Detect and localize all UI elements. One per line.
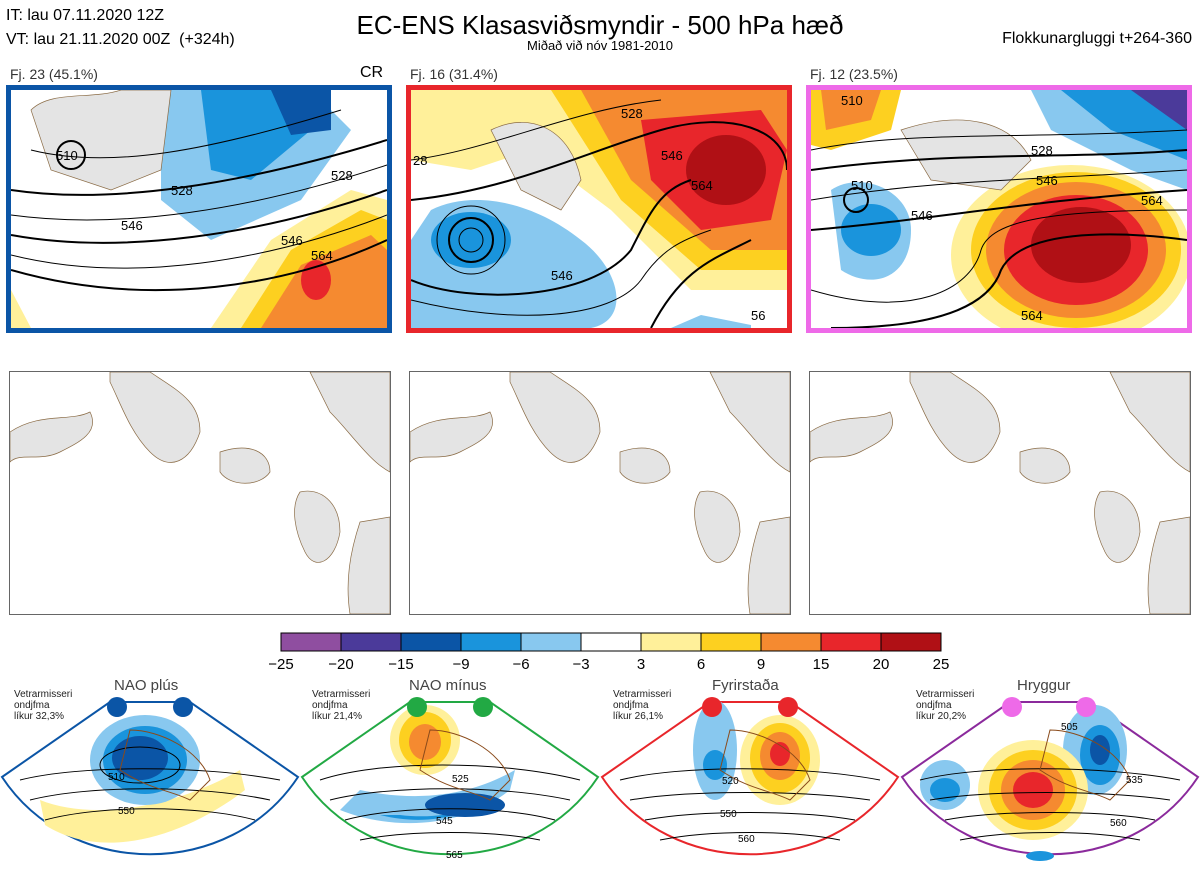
cluster-1-contour-label: 546: [121, 218, 143, 233]
cluster-2-map[interactable]: 528 28 546 564 546 56: [406, 85, 792, 333]
regime-3-title: Fyrirstaða: [712, 677, 779, 694]
cluster-3-contour-label: 528: [1031, 143, 1053, 158]
init-time: IT: lau 07.11.2020 12Z: [6, 7, 165, 24]
regime-4-contour-label: 505: [1061, 722, 1078, 733]
regime-2-note: Vetrarmisseri ondjfma líkur 21,4%: [312, 689, 371, 722]
colorbar-tick-label: 6: [696, 656, 706, 673]
colorbar-tick-label: −9: [452, 656, 470, 673]
regime-3-marker: [778, 697, 798, 717]
regime-2-marker: [473, 697, 493, 717]
base-map-2[interactable]: [409, 371, 791, 615]
regime-4-note: Vetrarmisseri ondjfma líkur 20,2%: [916, 689, 975, 722]
regime-1-title: NAO plús: [114, 677, 179, 694]
cluster-2-contour-label: 564: [691, 178, 713, 193]
colorbar-cell: [760, 632, 822, 652]
cluster-3-contour-label: 564: [1141, 193, 1163, 208]
cluster-1-label: Fj. 23 (45.1%): [10, 66, 98, 82]
regime-4-map[interactable]: 505 535 560: [900, 690, 1200, 871]
valid-time: VT: lau 21.11.2020 00Z (+324h): [6, 31, 235, 48]
regime-1-marker: [107, 697, 127, 717]
colorbar: [280, 632, 942, 652]
colorbar-cell: [520, 632, 582, 652]
cluster-3-map[interactable]: 510 528 546 564 510 546 564: [806, 85, 1192, 333]
cluster-1-contour-label: 510: [56, 148, 78, 163]
cluster-2-contour-label: 28: [413, 153, 427, 168]
colorbar-tick-label: −20: [328, 656, 354, 673]
colorbar-tick-label: 15: [812, 656, 830, 673]
regime-2-contour-label: 525: [452, 774, 469, 785]
colorbar-tick-label: −6: [512, 656, 530, 673]
colorbar-tick-label: −25: [268, 656, 294, 673]
regime-3-contour-label: 550: [720, 809, 737, 820]
colorbar-cell: [700, 632, 762, 652]
regime-1-marker: [173, 697, 193, 717]
regime-4-contour-label: 535: [1126, 775, 1143, 786]
page-title: EC-ENS Klasasviðsmyndir - 500 hPa hæð: [356, 10, 844, 40]
regime-1-contour-label: 510: [108, 772, 125, 783]
page-subtitle: Miðað við nóv 1981-2010: [527, 38, 673, 53]
regime-2-contour-label: 545: [436, 816, 453, 827]
colorbar-cell: [460, 632, 522, 652]
cluster-2-label: Fj. 16 (31.4%): [410, 66, 498, 82]
colorbar-tick-label: 3: [636, 656, 646, 673]
colorbar-cell: [640, 632, 702, 652]
colorbar-cell: [880, 632, 942, 652]
regime-2-contour-label: 565: [446, 850, 463, 861]
colorbar-tick-label: −15: [388, 656, 414, 673]
regime-3-map[interactable]: 520 550 560: [600, 690, 900, 871]
cluster-1-map[interactable]: 510 528 546 564 546 528: [6, 85, 392, 333]
colorbar-cell: [580, 632, 642, 652]
cluster-1-contour-label: 528: [331, 168, 353, 183]
regime-2-map[interactable]: 525 545 565: [300, 690, 600, 871]
colorbar-cell: [820, 632, 882, 652]
regime-1-contour-label: 550: [118, 806, 135, 817]
cluster-3-label: Fj. 12 (23.5%): [810, 66, 898, 82]
regime-4-marker: [1002, 697, 1022, 717]
regime-4-marker: [1076, 697, 1096, 717]
colorbar-tick-label: 25: [932, 656, 950, 673]
cluster-2-contour-label: 546: [661, 148, 683, 163]
colorbar-tick-label: 9: [756, 656, 766, 673]
colorbar-cell: [280, 632, 342, 652]
base-map-1[interactable]: [9, 371, 391, 615]
colorbar-tick-label: 20: [872, 656, 890, 673]
regime-2-marker: [407, 697, 427, 717]
header-info: IT: lau 07.11.2020 12Z VT: lau 21.11.2020…: [6, 4, 235, 52]
cluster-3-contour-label: 546: [1036, 173, 1058, 188]
regime-3-note: Vetrarmisseri ondjfma líkur 26,1%: [613, 689, 672, 722]
cluster-2-contour-label: 546: [551, 268, 573, 283]
cluster-1-tag: CR: [360, 64, 384, 81]
cluster-1-contour-label: 546: [281, 233, 303, 248]
cluster-2-contour-label: 56: [751, 308, 765, 323]
cluster-1-contour-label: 564: [311, 248, 333, 263]
regime-3-contour-label: 520: [722, 776, 739, 787]
regime-3-marker: [702, 697, 722, 717]
cluster-3-contour-label: 564: [1021, 308, 1043, 323]
regime-2-title: NAO mínus: [409, 677, 487, 694]
regime-3-contour-label: 560: [738, 834, 755, 845]
regime-4-contour-label: 560: [1110, 818, 1127, 829]
colorbar-cell: [400, 632, 462, 652]
cluster-1-contour-label: 528: [171, 183, 193, 198]
regime-4-title: Hryggur: [1017, 677, 1071, 694]
regime-1-note: Vetrarmisseri ondjfma líkur 32,3%: [14, 689, 73, 722]
regime-1-map[interactable]: 510 550: [0, 690, 300, 871]
colorbar-tick-label: −3: [572, 656, 590, 673]
classification-window: Flokkunargluggi t+264-360: [1002, 30, 1192, 47]
cluster-3-contour-label: 510: [851, 178, 873, 193]
cluster-2-contour-label: 528: [621, 106, 643, 121]
base-map-3[interactable]: [809, 371, 1191, 615]
cluster-3-contour-label: 546: [911, 208, 933, 223]
colorbar-cell: [340, 632, 402, 652]
cluster-3-contour-label: 510: [841, 93, 863, 108]
